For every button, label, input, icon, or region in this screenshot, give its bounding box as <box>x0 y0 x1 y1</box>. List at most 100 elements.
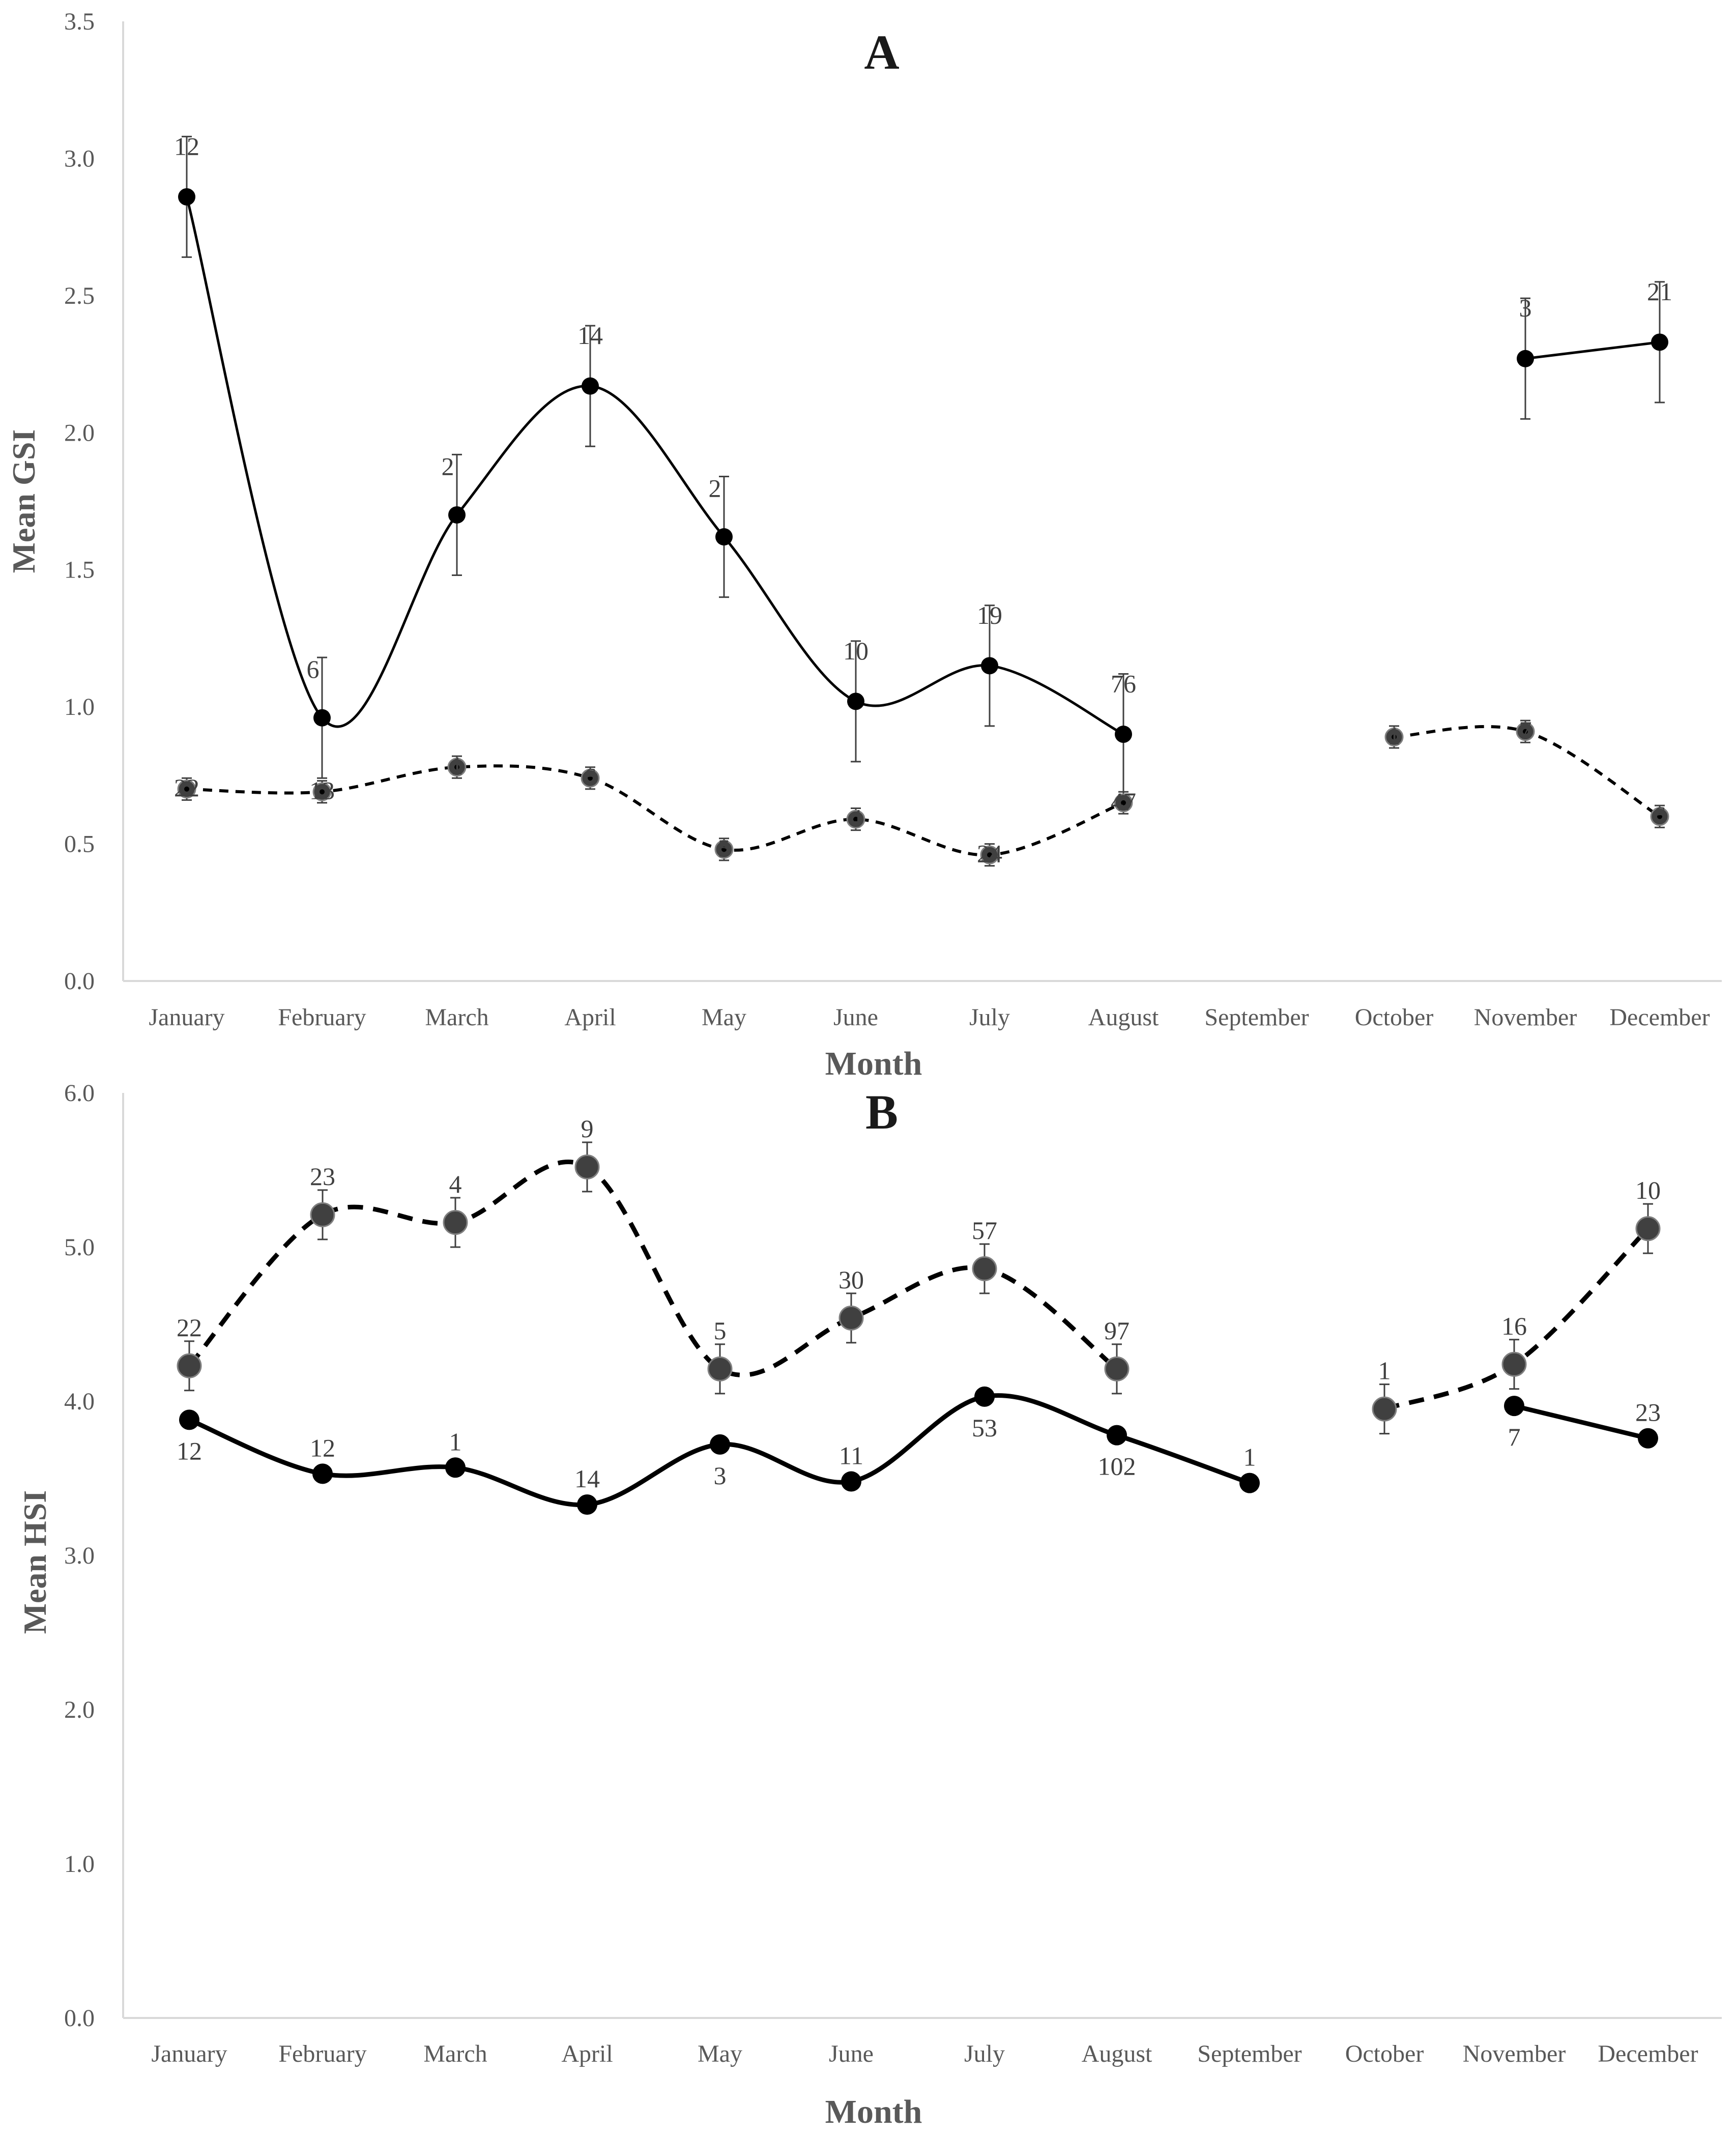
data-point <box>574 1154 600 1179</box>
y-tick-label: 0.0 <box>64 2005 95 2032</box>
sample-size-label: 9 <box>581 1114 594 1143</box>
x-tick-label: June <box>829 2040 874 2067</box>
sample-size-label: 3 <box>1519 294 1532 322</box>
x-tick-label: September <box>1197 2040 1301 2067</box>
sample-size-label: 1 <box>451 752 464 780</box>
y-tick-label: 4.0 <box>64 1388 95 1415</box>
sample-size-label: 6 <box>307 655 320 683</box>
data-point <box>710 1434 730 1455</box>
x-axis-label: Month <box>825 2093 922 2130</box>
sample-size-label: 7 <box>1519 716 1532 744</box>
sample-size-label: 97 <box>1104 1316 1130 1345</box>
data-point <box>847 693 864 710</box>
x-tick-label: April <box>564 1004 616 1031</box>
sample-size-label: 13 <box>309 776 335 805</box>
sample-size-label: 19 <box>977 601 1002 629</box>
y-axis-label: Mean HSI <box>17 1490 53 1634</box>
x-tick-label: October <box>1345 2040 1424 2067</box>
data-point-center <box>721 847 727 852</box>
sample-size-label: 14 <box>574 1464 600 1493</box>
sample-size-label: 22 <box>177 1313 202 1342</box>
sample-size-label: 6 <box>584 763 597 791</box>
sample-size-label: 21 <box>1647 277 1672 306</box>
data-point <box>1107 1425 1127 1446</box>
data-point <box>310 1202 335 1227</box>
sample-size-label: 2 <box>442 452 454 480</box>
sample-size-label: 1 <box>449 1427 462 1456</box>
series-line <box>186 764 1124 857</box>
x-tick-label: January <box>151 2040 227 2067</box>
sample-size-label: 57 <box>972 1216 997 1245</box>
sample-size-label: 7 <box>1508 1423 1521 1451</box>
y-tick-label: 3.5 <box>64 8 95 35</box>
sample-size-label: 4 <box>449 1170 462 1198</box>
x-axis-label: Month <box>825 1045 922 1082</box>
sample-size-label: 12 <box>310 1433 335 1462</box>
x-tick-label: March <box>423 2040 487 2067</box>
data-point <box>1638 1428 1658 1449</box>
y-tick-label: 3.0 <box>64 1542 95 1569</box>
y-tick-label: 2.0 <box>64 1696 95 1723</box>
sample-size-label: 47 <box>1111 787 1136 816</box>
sample-size-label: 14 <box>577 321 603 350</box>
data-point-center <box>1523 729 1528 734</box>
sample-size-label: 23 <box>1635 1398 1661 1427</box>
x-tick-labels: January February March April May June July Augu… <box>149 1004 1710 1031</box>
y-tick-label: 2.5 <box>64 282 95 309</box>
sample-size-label: 53 <box>972 1413 997 1442</box>
data-point <box>177 1353 202 1378</box>
sample-size-label: 76 <box>1111 669 1136 698</box>
sample-size-label: 4 <box>850 804 862 832</box>
plot-area: 22 23 4 9 5 30 57 97 1 16 10 12 12 1 14 3 11 53 102 1 7 23 <box>177 1114 1661 1515</box>
sample-size-label: 5 <box>714 1316 727 1345</box>
sample-size-label: 102 <box>1098 1452 1136 1481</box>
sample-size-label: 10 <box>1635 1176 1661 1204</box>
sample-size-label: 1 <box>1378 1357 1391 1385</box>
series-dashed: 22 23 4 9 5 30 57 97 1 16 10 <box>177 1114 1661 1435</box>
data-point <box>1635 1216 1661 1242</box>
x-tick-label: November <box>1463 2040 1566 2067</box>
data-point <box>178 188 195 206</box>
chart-panel-b: B Month Mean HSI 0.0 1.0 2.0 3.0 4.0 5.0 6.0 J… <box>17 1080 1722 2130</box>
data-point <box>841 1471 861 1492</box>
series-solid: 12 12 1 14 3 11 53 102 1 7 23 <box>177 1386 1661 1515</box>
chart-panel-a: A Month Mean GSI 0.0 0.5 1.0 1.5 2.0 2.5 3.0 3.… <box>6 8 1722 1082</box>
data-point <box>1372 1396 1397 1422</box>
sample-size-label: 11 <box>839 1441 863 1470</box>
sample-size-label: 1 <box>1243 1443 1256 1472</box>
y-tick-label: 0.5 <box>64 831 95 858</box>
x-tick-label: February <box>278 1004 366 1031</box>
sample-size-label: 24 <box>977 840 1002 868</box>
sample-size-label: 16 <box>1501 1312 1527 1340</box>
data-point-center <box>588 775 593 781</box>
sample-size-label: 12 <box>174 132 199 160</box>
data-point <box>838 1305 864 1331</box>
data-point <box>1115 726 1132 743</box>
data-point <box>577 1494 597 1515</box>
x-tick-label: February <box>278 2040 366 2067</box>
x-tick-label: December <box>1609 1004 1710 1031</box>
x-tick-label: June <box>833 1004 878 1031</box>
data-point <box>715 528 733 546</box>
data-point <box>582 377 599 395</box>
chart-title: B <box>865 1085 898 1139</box>
sample-size-label: 6 <box>1654 801 1666 829</box>
data-point-center <box>1392 734 1397 740</box>
x-tick-label: May <box>698 2040 742 2067</box>
data-point <box>707 1356 733 1381</box>
x-tick-label: November <box>1474 1004 1577 1031</box>
series-line <box>1513 1403 1649 1441</box>
x-tick-label: December <box>1598 2040 1698 2067</box>
data-point <box>1651 333 1668 351</box>
x-tick-label: October <box>1355 1004 1434 1031</box>
series-line <box>185 196 1124 736</box>
series-line <box>1525 341 1660 360</box>
y-tick-label: 1.0 <box>64 694 95 720</box>
y-tick-label: 1.0 <box>64 1851 95 1878</box>
data-point <box>1104 1356 1130 1381</box>
data-point <box>179 1409 199 1430</box>
x-tick-label: May <box>702 1004 746 1031</box>
data-point-center <box>1657 814 1662 819</box>
sample-size-label: 30 <box>838 1265 864 1294</box>
